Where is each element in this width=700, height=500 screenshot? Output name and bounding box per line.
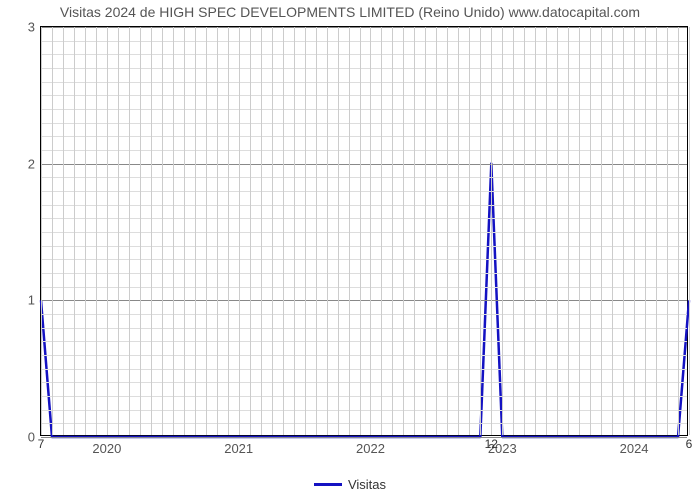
- grid-v: [414, 27, 415, 435]
- grid-v: [272, 27, 273, 435]
- grid-v: [107, 27, 108, 435]
- grid-v: [85, 27, 86, 435]
- grid-v: [557, 27, 558, 435]
- grid-v: [360, 27, 361, 435]
- grid-v: [261, 27, 262, 435]
- chart-title: Visitas 2024 de HIGH SPEC DEVELOPMENTS L…: [0, 4, 700, 20]
- grid-v: [524, 27, 525, 435]
- grid-v: [436, 27, 437, 435]
- grid-v: [217, 27, 218, 435]
- data-point-label: 12: [485, 435, 498, 451]
- grid-v: [425, 27, 426, 435]
- grid-v: [283, 27, 284, 435]
- y-tick-label: 2: [28, 156, 41, 171]
- grid-v: [623, 27, 624, 435]
- grid-v: [513, 27, 514, 435]
- grid-v: [338, 27, 339, 435]
- grid-v: [667, 27, 668, 435]
- x-tick-label: 2024: [620, 435, 649, 456]
- legend: Visitas: [0, 476, 700, 492]
- chart-container: Visitas 2024 de HIGH SPEC DEVELOPMENTS L…: [0, 0, 700, 500]
- grid-v: [327, 27, 328, 435]
- grid-v: [96, 27, 97, 435]
- grid-v: [140, 27, 141, 435]
- grid-v: [634, 27, 635, 435]
- grid-v: [590, 27, 591, 435]
- grid-v: [579, 27, 580, 435]
- grid-v: [678, 27, 679, 435]
- grid-v: [195, 27, 196, 435]
- grid-v: [305, 27, 306, 435]
- grid-v: [41, 27, 42, 435]
- grid-v: [74, 27, 75, 435]
- grid-v: [370, 27, 371, 435]
- grid-v: [447, 27, 448, 435]
- grid-v: [546, 27, 547, 435]
- grid-v: [52, 27, 53, 435]
- grid-v: [250, 27, 251, 435]
- grid-v: [656, 27, 657, 435]
- grid-v: [381, 27, 382, 435]
- grid-v: [316, 27, 317, 435]
- grid-v: [63, 27, 64, 435]
- y-tick-label: 3: [28, 20, 41, 35]
- plot-area: 0123202020212022202320247126: [40, 26, 688, 436]
- grid-v: [480, 27, 481, 435]
- grid-v: [469, 27, 470, 435]
- grid-v: [458, 27, 459, 435]
- grid-v: [612, 27, 613, 435]
- data-point-label: 7: [38, 435, 45, 451]
- grid-v: [403, 27, 404, 435]
- grid-v: [502, 27, 503, 435]
- grid-v: [162, 27, 163, 435]
- grid-v: [392, 27, 393, 435]
- x-tick-label: 2021: [224, 435, 253, 456]
- data-point-label: 6: [686, 435, 693, 451]
- legend-swatch: [314, 483, 342, 486]
- grid-v: [239, 27, 240, 435]
- grid-v: [645, 27, 646, 435]
- x-tick-label: 2022: [356, 435, 385, 456]
- grid-v: [689, 27, 690, 435]
- grid-v: [206, 27, 207, 435]
- legend-label: Visitas: [348, 477, 386, 492]
- grid-v: [151, 27, 152, 435]
- grid-v: [228, 27, 229, 435]
- grid-v: [601, 27, 602, 435]
- grid-v: [294, 27, 295, 435]
- y-tick-label: 1: [28, 293, 41, 308]
- grid-v: [129, 27, 130, 435]
- grid-v: [491, 27, 492, 435]
- x-tick-label: 2020: [92, 435, 121, 456]
- grid-v: [349, 27, 350, 435]
- grid-v: [568, 27, 569, 435]
- grid-v: [184, 27, 185, 435]
- grid-v: [118, 27, 119, 435]
- grid-v: [173, 27, 174, 435]
- grid-v: [535, 27, 536, 435]
